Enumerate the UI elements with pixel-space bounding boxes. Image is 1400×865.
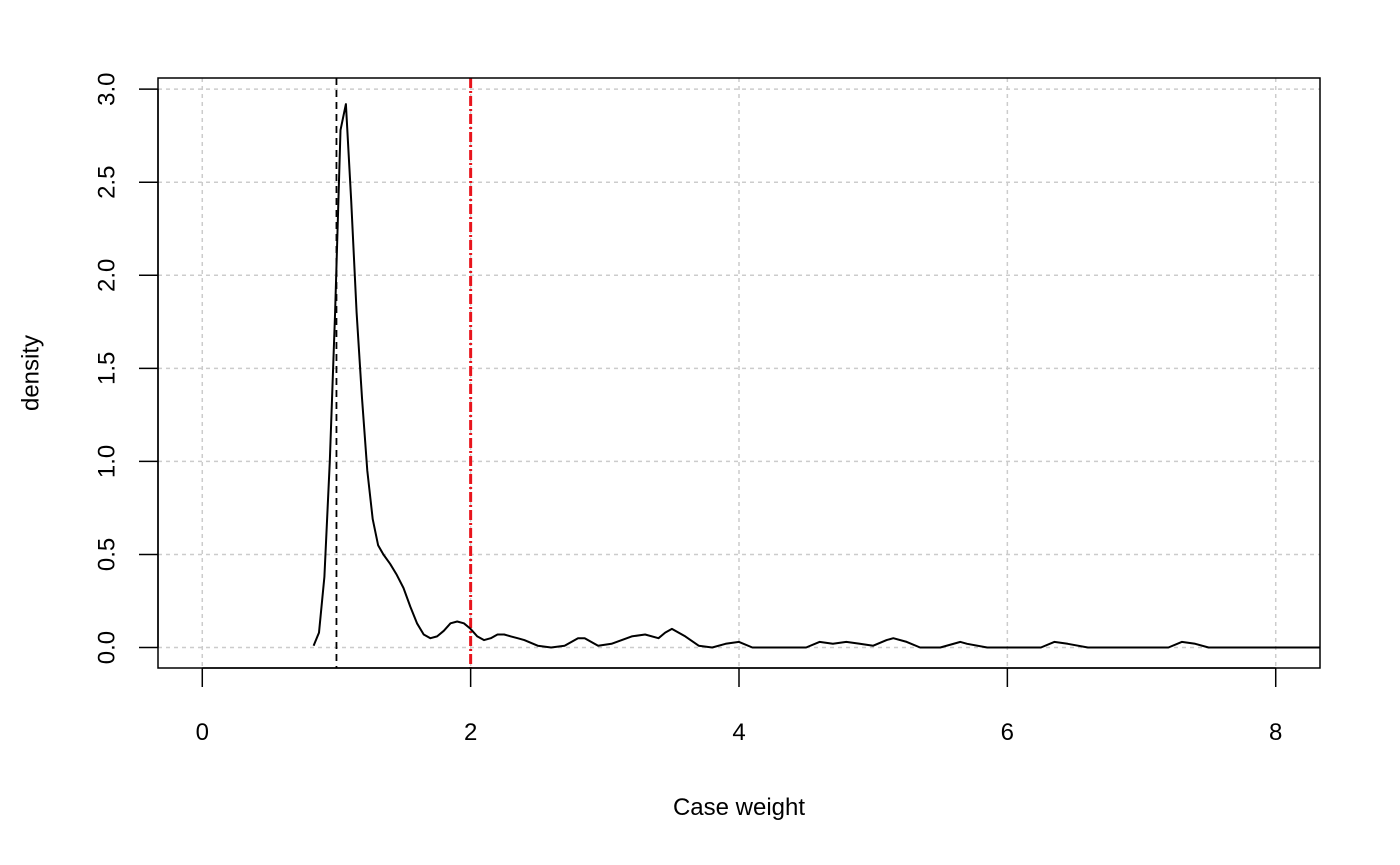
y-axis-title: density — [17, 335, 44, 411]
density-line-0 — [312, 103, 1320, 649]
x-axis-title: Case weight — [673, 794, 805, 821]
x-tick-label-0: 0 — [196, 719, 209, 746]
y-tick-label-5: 2.5 — [93, 166, 120, 199]
x-tick-label-3: 6 — [1001, 719, 1014, 746]
density-series — [312, 103, 1320, 649]
x-axis: 0 2 4 6 8 — [196, 667, 1282, 746]
y-tick-label-4: 2.0 — [93, 259, 120, 292]
x-tick-label-1: 2 — [464, 719, 477, 746]
y-tick-label-6: 3.0 — [93, 72, 120, 105]
y-tick-label-2: 1.0 — [93, 445, 120, 478]
y-axis: 0.0 0.5 1.0 1.5 2.0 2.5 3.0 — [93, 72, 159, 664]
reference-lines — [335, 78, 473, 668]
x-tick-label-4: 8 — [1269, 719, 1282, 746]
x-tick-label-2: 4 — [732, 719, 745, 746]
y-tick-label-0: 0.0 — [93, 631, 120, 664]
y-tick-label-1: 0.5 — [93, 538, 120, 571]
y-tick-label-3: 1.5 — [93, 352, 120, 385]
